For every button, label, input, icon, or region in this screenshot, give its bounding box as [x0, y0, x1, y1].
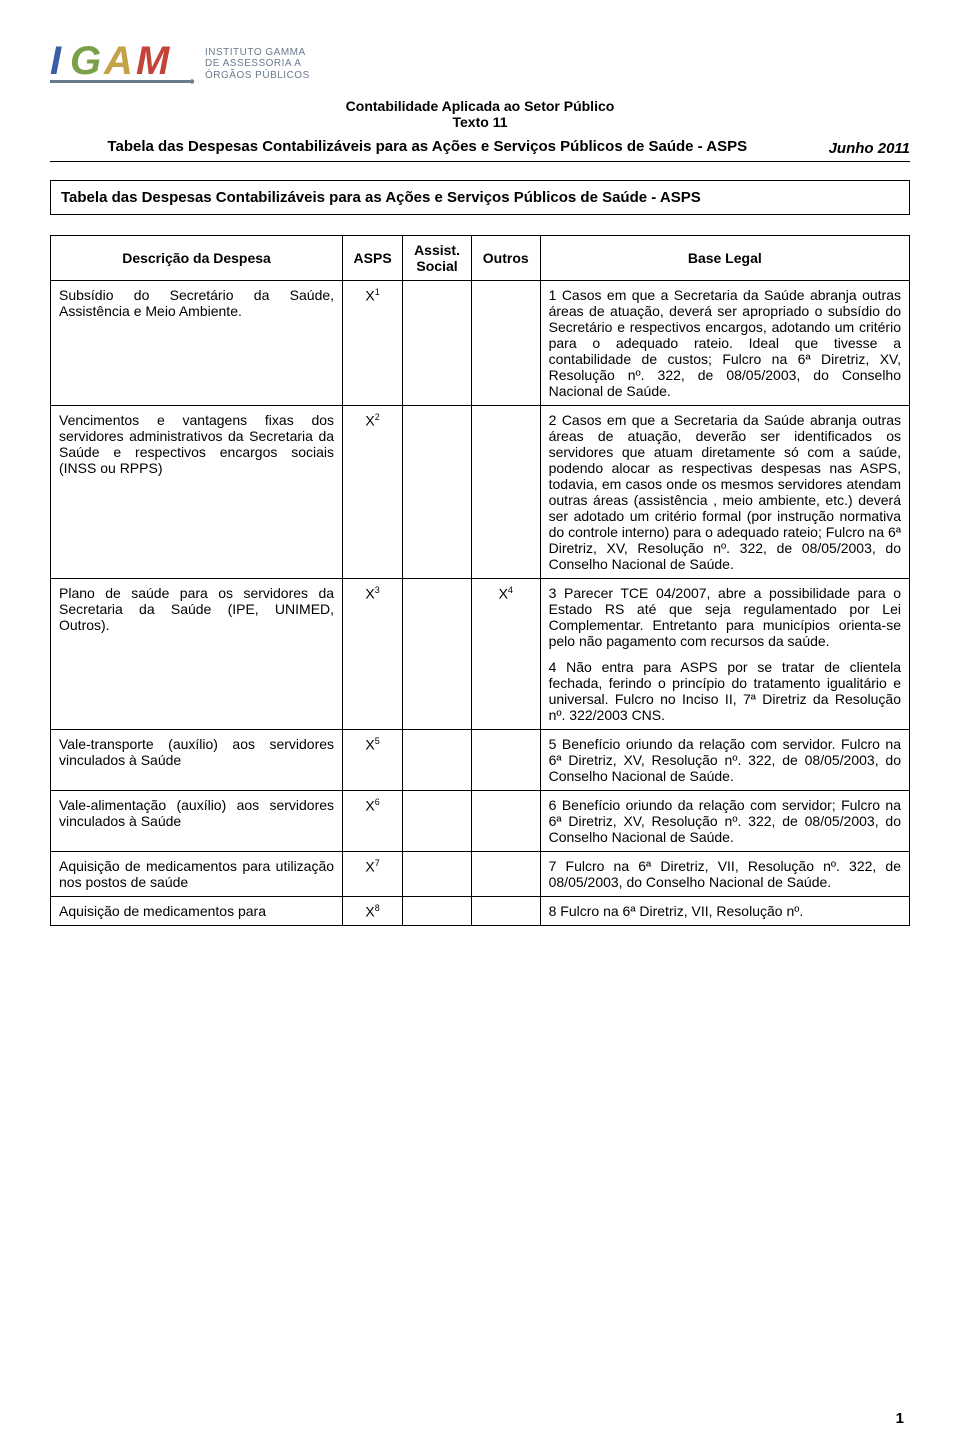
logo: I G A M INSTITUTO GAMMA DE ASSESSORIA A … — [50, 38, 310, 90]
cell-base-legal: 7 Fulcro na 6ª Diretriz, VII, Resolução … — [540, 851, 909, 896]
table-row: Subsídio do Secretário da Saúde, Assistê… — [51, 280, 910, 405]
cell-assist — [403, 851, 472, 896]
logo-letter-m: M — [136, 39, 171, 83]
table-row: Vencimentos e vantagens fixas dos servid… — [51, 405, 910, 578]
table-header-row: Descrição da Despesa ASPS Assist. Social… — [51, 235, 910, 280]
table-row: Aquisição de medicamentos paraX8 8 Fulcro… — [51, 896, 910, 926]
cell-description: Vencimentos e vantagens fixas dos servid… — [51, 405, 343, 578]
cell-assist — [403, 280, 472, 405]
table-row: Plano de saúde para os servidores da Sec… — [51, 578, 910, 729]
cell-outros: X4 — [471, 578, 540, 729]
cell-description: Vale-transporte (auxílio) aos servidores… — [51, 729, 343, 790]
cell-asps: X1 — [343, 280, 403, 405]
cell-description: Plano de saúde para os servidores da Sec… — [51, 578, 343, 729]
course-title: Contabilidade Aplicada ao Setor Público — [50, 98, 910, 114]
cell-outros — [471, 729, 540, 790]
course-subtitle: Texto 11 — [50, 114, 910, 130]
title-row: Tabela das Despesas Contabilizáveis para… — [50, 138, 910, 162]
cell-assist — [403, 405, 472, 578]
cell-base-legal: 6 Benefício oriundo da relação com servi… — [540, 790, 909, 851]
cell-assist — [403, 896, 472, 926]
table-body: Subsídio do Secretário da Saúde, Assistê… — [51, 280, 910, 926]
cell-description: Subsídio do Secretário da Saúde, Assistê… — [51, 280, 343, 405]
cell-description: Vale-alimentação (auxílio) aos servidore… — [51, 790, 343, 851]
cell-asps: X8 — [343, 896, 403, 926]
cell-base-legal: 5 Benefício oriundo da relação com servi… — [540, 729, 909, 790]
cell-asps: X5 — [343, 729, 403, 790]
logo-tagline-2: DE ASSESSORIA A — [205, 58, 310, 70]
logo-dot-icon — [190, 79, 194, 83]
logo-letter-g: G — [70, 39, 101, 83]
cell-outros — [471, 280, 540, 405]
table-row: Vale-alimentação (auxílio) aos servidore… — [51, 790, 910, 851]
logo-letter-i: I — [50, 39, 62, 83]
logo-tagline-1: INSTITUTO GAMMA — [205, 47, 310, 59]
document-date: Junho 2011 — [805, 140, 910, 157]
section-title: Tabela das Despesas Contabilizáveis para… — [50, 180, 910, 215]
cell-description: Aquisição de medicamentos para utilizaçã… — [51, 851, 343, 896]
cell-base-legal: 1 Casos em que a Secretaria da Saúde abr… — [540, 280, 909, 405]
table-row: Vale-transporte (auxílio) aos servidores… — [51, 729, 910, 790]
page-number: 1 — [896, 1410, 904, 1427]
document-title: Tabela das Despesas Contabilizáveis para… — [50, 138, 805, 157]
col-header-asps: ASPS — [343, 235, 403, 280]
table-row: Aquisição de medicamentos para utilizaçã… — [51, 851, 910, 896]
cell-outros — [471, 851, 540, 896]
cell-outros — [471, 896, 540, 926]
cell-asps: X2 — [343, 405, 403, 578]
cell-outros — [471, 405, 540, 578]
cell-base-legal: 8 Fulcro na 6ª Diretriz, VII, Resolução … — [540, 896, 909, 926]
col-header-desc: Descrição da Despesa — [51, 235, 343, 280]
cell-description: Aquisição de medicamentos para — [51, 896, 343, 926]
logo-row: I G A M INSTITUTO GAMMA DE ASSESSORIA A … — [50, 38, 910, 90]
page: I G A M INSTITUTO GAMMA DE ASSESSORIA A … — [0, 0, 960, 1447]
expenses-table: Descrição da Despesa ASPS Assist. Social… — [50, 235, 910, 927]
page-header: I G A M INSTITUTO GAMMA DE ASSESSORIA A … — [50, 38, 910, 180]
igam-logo-icon: I G A M — [50, 38, 195, 90]
cell-asps: X3 — [343, 578, 403, 729]
cell-asps: X6 — [343, 790, 403, 851]
logo-tagline: INSTITUTO GAMMA DE ASSESSORIA A ÓRGÃOS P… — [205, 47, 310, 82]
cell-assist — [403, 578, 472, 729]
logo-letter-a: A — [103, 39, 133, 83]
col-header-outros: Outros — [471, 235, 540, 280]
cell-assist — [403, 729, 472, 790]
logo-underline — [50, 80, 190, 83]
cell-assist — [403, 790, 472, 851]
cell-outros — [471, 790, 540, 851]
cell-base-legal: 2 Casos em que a Secretaria da Saúde abr… — [540, 405, 909, 578]
cell-asps: X7 — [343, 851, 403, 896]
cell-base-legal: 3 Parecer TCE 04/2007, abre a possibilid… — [540, 578, 909, 729]
col-header-assist: Assist. Social — [403, 235, 472, 280]
col-header-base: Base Legal — [540, 235, 909, 280]
logo-tagline-3: ÓRGÃOS PÚBLICOS — [205, 70, 310, 82]
